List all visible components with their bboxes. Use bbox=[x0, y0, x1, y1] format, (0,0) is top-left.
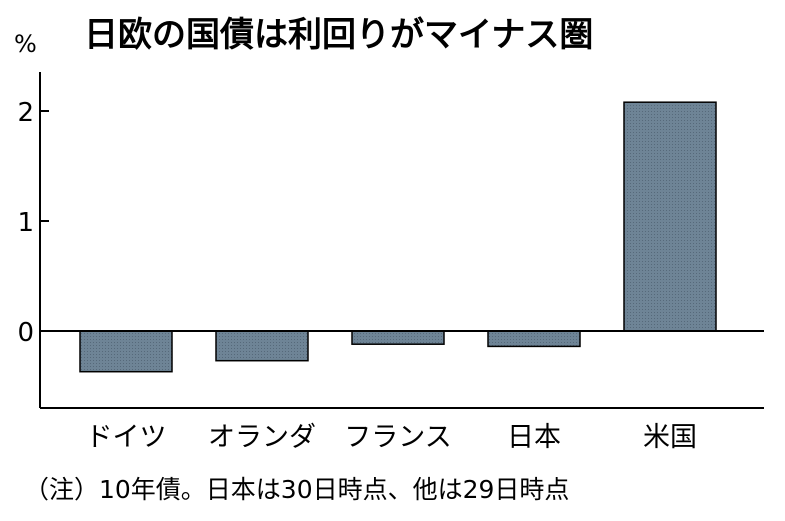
bar bbox=[79, 330, 173, 373]
x-category-label: ドイツ bbox=[86, 422, 167, 453]
x-category-labels: ドイツ オランダ フランス 日本 米国 bbox=[86, 422, 698, 453]
x-category-label: オランダ bbox=[208, 422, 316, 453]
bar bbox=[215, 330, 309, 362]
x-category-label: フランス bbox=[344, 422, 451, 453]
y-tick-label: 1 bbox=[17, 208, 34, 238]
y-tick-label: 0 bbox=[17, 318, 34, 348]
bar bbox=[623, 101, 717, 332]
x-category-label: 米国 bbox=[643, 422, 697, 453]
chart-title: 日欧の国債は利回りがマイナス圏 bbox=[84, 15, 593, 55]
chart-note: （注）10年債。日本は30日時点、他は29日時点 bbox=[24, 475, 569, 504]
bar bbox=[351, 330, 445, 345]
x-category-label: 日本 bbox=[507, 422, 561, 453]
y-ticks: 0 1 2 bbox=[17, 98, 49, 348]
y-tick-label: 2 bbox=[17, 98, 34, 128]
axes bbox=[39, 72, 764, 409]
bar bbox=[487, 330, 581, 348]
y-axis-unit: % bbox=[14, 30, 37, 58]
